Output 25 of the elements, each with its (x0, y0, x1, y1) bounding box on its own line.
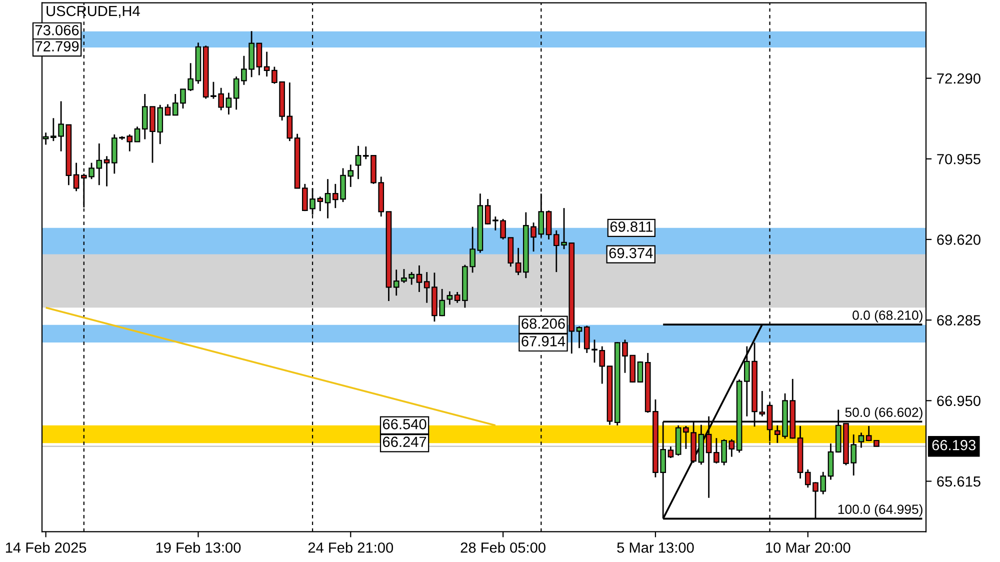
annotation: 66.540 (382, 418, 426, 430)
annotation: 100.0 (64.995) (838, 504, 922, 517)
y-tick-label: 69.620 (937, 234, 980, 245)
annotation: 66.247 (382, 436, 426, 448)
annotation: 67.914 (522, 336, 566, 346)
x-tick-label: 24 Feb 21:00 (308, 542, 394, 553)
chart-title: USCRUDE,H4 (46, 6, 140, 18)
y-tick-label: 68.285 (937, 315, 980, 326)
x-tick-label: 10 Mar 20:00 (766, 542, 850, 553)
y-tick-label: 66.950 (937, 396, 980, 406)
x-tick-label: 19 Feb 13:00 (156, 542, 241, 553)
annotation: 68.206 (522, 318, 565, 329)
x-tick-label: 5 Mar 13:00 (617, 542, 694, 553)
annotation: 73.066 (35, 25, 79, 36)
annotation: 72.799 (35, 41, 79, 52)
annotation: 0.0 (68.210) (852, 310, 922, 322)
annotation: 69.811 (610, 222, 652, 232)
annotation: 69.374 (609, 248, 653, 258)
y-tick-label: 65.615 (937, 476, 980, 487)
y-tick-label: 70.955 (937, 154, 980, 164)
x-tick-label: 28 Feb 05:00 (460, 542, 546, 553)
x-tick-label: 14 Feb 2025 (6, 542, 86, 553)
ref-line-label: 66.193 (932, 440, 976, 450)
annotation: 50.0 (66.602) (845, 407, 922, 420)
y-tick-label: 72.290 (937, 73, 980, 84)
